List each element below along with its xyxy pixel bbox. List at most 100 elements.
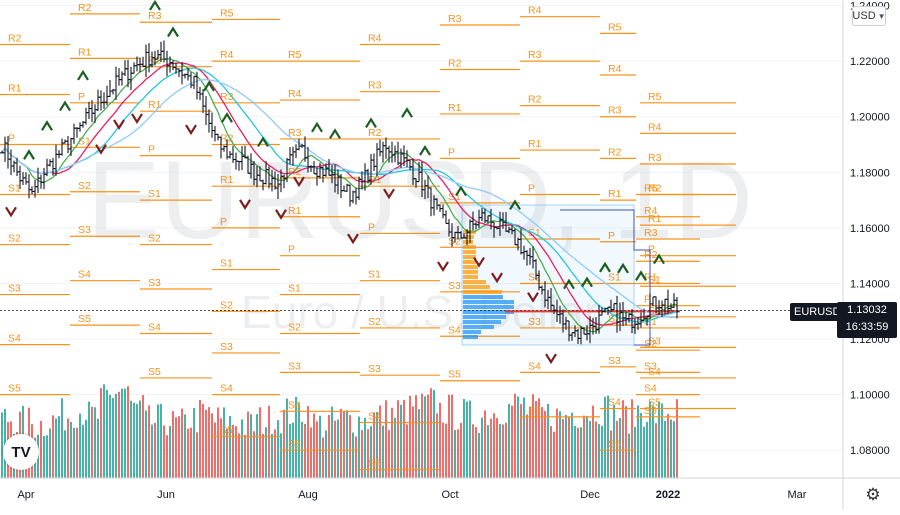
volume-bar xyxy=(346,410,348,478)
volume-bar xyxy=(229,415,231,478)
pivot-label: S3 xyxy=(608,355,621,367)
volume-bar xyxy=(550,426,552,478)
volume-bar xyxy=(139,400,141,478)
y-tick-label: 1.08000 xyxy=(850,445,890,457)
volume-bar xyxy=(529,406,531,478)
volume-bar xyxy=(49,428,51,478)
volume-bar xyxy=(289,423,291,478)
volume-bar xyxy=(619,417,621,478)
volume-bar xyxy=(313,413,315,478)
volume-bar xyxy=(421,393,423,478)
pivot-label: R1 xyxy=(528,138,542,150)
volume-bar xyxy=(151,424,153,478)
fractal-up-marker xyxy=(221,112,233,123)
pivot-label: S1 xyxy=(368,269,381,281)
pivot-label: S3 xyxy=(220,341,233,353)
pivot-label: R4 xyxy=(220,49,234,61)
volume-bar xyxy=(142,395,144,478)
volume-bar xyxy=(271,433,273,478)
symbol-tag: EURUSD xyxy=(790,303,845,321)
currency-select[interactable]: USD ▼ xyxy=(852,6,886,26)
volume-bar xyxy=(388,430,390,478)
profile-bar xyxy=(463,330,481,334)
volume-bar xyxy=(502,424,504,478)
volume-bar xyxy=(133,402,135,478)
profile-outline xyxy=(560,209,651,346)
volume-bar xyxy=(253,431,255,478)
chevron-down-icon: ▼ xyxy=(877,11,886,21)
y-tick-label: 1.18000 xyxy=(850,167,890,179)
volume-bar xyxy=(478,432,480,478)
profile-bar xyxy=(463,265,478,269)
fractal-down-marker xyxy=(383,188,395,200)
volume-bar xyxy=(577,427,579,478)
pivot-label: S2 xyxy=(220,299,233,311)
profile-bar xyxy=(463,235,474,239)
volume-bar xyxy=(574,425,576,478)
pivot-label: S3 xyxy=(78,224,91,236)
volume-bar xyxy=(250,414,252,478)
volume-bar xyxy=(91,406,93,478)
pivot-label: R3 xyxy=(448,13,462,25)
volume-bar xyxy=(61,398,63,478)
volume-bar xyxy=(595,421,597,478)
tradingview-logo-icon[interactable]: TV xyxy=(3,434,39,470)
fractal-up-marker xyxy=(653,253,665,265)
pivot-label: S5 xyxy=(528,405,541,417)
pivot-label: P xyxy=(528,183,535,195)
pivot-label: R3 xyxy=(608,105,622,117)
volume-bar xyxy=(154,422,156,478)
pivot-label: S5 xyxy=(288,438,301,450)
fractal-down-marker xyxy=(95,144,107,155)
pivot-label: R4 xyxy=(288,88,302,100)
fractal-up-marker xyxy=(59,100,71,112)
volume-bar xyxy=(337,419,339,478)
volume-bar xyxy=(205,409,207,478)
volume-bar xyxy=(586,415,588,478)
volume-bar xyxy=(70,421,72,478)
volume-bar xyxy=(115,393,117,478)
volume-bar xyxy=(415,395,417,478)
volume-bar xyxy=(55,418,57,478)
volume-bar xyxy=(643,426,645,478)
volume-bar xyxy=(553,431,555,478)
pivot-label: R4 xyxy=(608,63,622,75)
pivot-label: P xyxy=(8,133,15,145)
gear-icon[interactable]: ⚙ xyxy=(865,485,881,504)
fractal-up-marker xyxy=(167,26,179,38)
profile-bar xyxy=(463,325,494,329)
volume-bar xyxy=(298,403,300,478)
volume-bar xyxy=(202,403,204,478)
pivot-label: S4 xyxy=(528,360,541,372)
volume-bar xyxy=(544,410,546,478)
volume-bar xyxy=(280,433,282,478)
pivot-label: R2 xyxy=(8,32,22,44)
volume-bar xyxy=(580,427,582,478)
pivot-label: S1 xyxy=(8,183,21,195)
volume-bar xyxy=(232,424,234,478)
pivot-label: S3 xyxy=(8,283,21,295)
volume-bar xyxy=(409,395,411,478)
volume-bar xyxy=(490,418,492,478)
volume-bar xyxy=(58,416,60,478)
volume-bar xyxy=(355,436,357,478)
pivot-label: R1 xyxy=(648,213,662,225)
profile-bar xyxy=(463,300,514,304)
pivot-label: R3 xyxy=(148,10,162,22)
volume-bar xyxy=(277,420,279,478)
fractal-up-marker xyxy=(203,80,215,92)
volume-bar xyxy=(493,413,495,478)
volume-bar xyxy=(556,408,558,478)
profile-bar xyxy=(463,335,478,339)
volume-bar xyxy=(382,425,384,478)
volume-bar xyxy=(637,405,639,478)
fractal-markers xyxy=(5,0,665,365)
pivot-label: S5 xyxy=(644,405,657,417)
volume-bar xyxy=(67,418,69,478)
volume-bar xyxy=(676,399,678,478)
volume-bar xyxy=(451,394,453,478)
volume-bar xyxy=(64,430,66,478)
volume-bar xyxy=(322,437,324,478)
